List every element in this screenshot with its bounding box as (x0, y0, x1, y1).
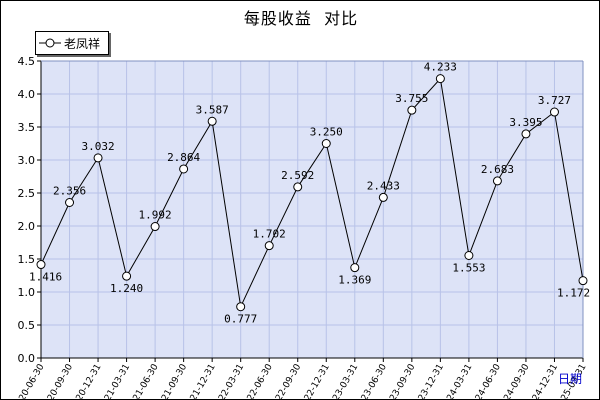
data-label: 2.356 (53, 185, 86, 198)
data-point (578, 276, 588, 286)
data-point (407, 105, 417, 115)
legend-line-marker-icon (39, 38, 61, 48)
data-label: 1.553 (452, 262, 485, 275)
data-point (378, 192, 388, 202)
data-point (179, 164, 189, 174)
data-point (521, 129, 531, 139)
y-tick-label: 1.0 (18, 286, 36, 299)
plot-area (41, 61, 583, 358)
legend: 老凤祥 (35, 31, 110, 55)
data-point (150, 222, 160, 232)
data-label: 2.433 (367, 179, 400, 192)
data-label: 2.864 (167, 151, 200, 164)
y-tick-label: 4.5 (18, 55, 36, 68)
chart-title: 每股收益 对比 (243, 9, 359, 28)
data-point (464, 251, 474, 261)
data-point (492, 176, 502, 186)
data-point (36, 260, 46, 270)
data-label: 1.369 (338, 274, 371, 287)
y-tick-label: 4.0 (18, 88, 36, 101)
data-label: 4.233 (424, 61, 457, 74)
data-point (293, 182, 303, 192)
data-label: 2.592 (281, 169, 314, 182)
y-tick-label: 3.5 (18, 121, 36, 134)
data-label: 0.777 (224, 313, 257, 326)
data-point (435, 74, 445, 84)
data-point (207, 116, 217, 126)
legend-label: 老凤祥 (64, 36, 101, 51)
data-point (264, 241, 274, 251)
data-label: 3.250 (310, 126, 343, 139)
x-axis-title: 日期 (558, 372, 582, 386)
x-tick-label: 2020-06-30 (12, 362, 47, 399)
data-point (549, 107, 559, 117)
data-point (236, 302, 246, 312)
data-label: 1.240 (110, 282, 143, 295)
y-tick-label: 3.0 (18, 154, 36, 167)
data-label: 3.395 (509, 116, 542, 129)
y-tick-label: 2.0 (18, 220, 36, 233)
y-tick-label: 0.5 (18, 319, 36, 332)
data-point (350, 263, 360, 273)
data-label: 1.416 (29, 271, 62, 284)
data-label: 3.587 (196, 103, 229, 116)
data-label: 1.992 (139, 209, 172, 222)
data-label: 1.172 (557, 287, 590, 300)
data-label: 1.702 (253, 228, 286, 241)
data-label: 3.755 (395, 92, 428, 105)
series-line (40, 77, 584, 309)
data-point (122, 271, 132, 281)
data-point (93, 153, 103, 163)
y-tick-label: 1.5 (18, 253, 36, 266)
data-label: 3.032 (81, 140, 114, 153)
y-tick-label: 0.0 (18, 352, 36, 365)
data-label: 3.727 (538, 94, 571, 107)
data-label: 2.683 (481, 163, 514, 176)
y-tick-label: 2.5 (18, 187, 36, 200)
data-point (65, 198, 75, 208)
data-point (321, 139, 331, 148)
